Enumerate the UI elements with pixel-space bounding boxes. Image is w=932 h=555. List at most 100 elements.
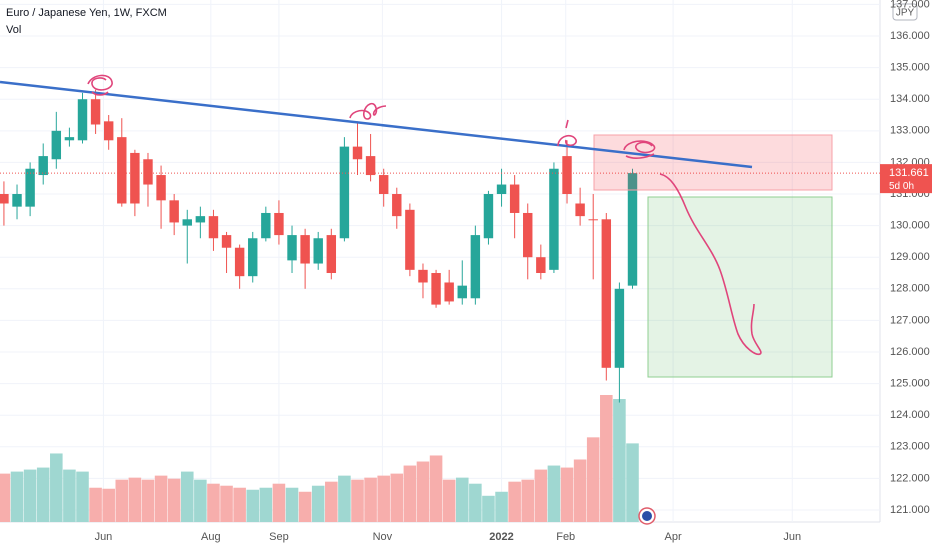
candle-body [470,235,481,299]
candle-body [248,238,258,277]
volume-bar [63,469,76,522]
candle-body [287,235,297,261]
x-tick-label: Jun [95,531,113,543]
volume-bar [560,467,574,522]
x-tick-label: Jun [783,531,801,543]
candle-body [221,235,232,248]
candle-body [562,156,572,195]
volume-bar [416,461,430,522]
y-tick-label: 121.000 [890,504,930,516]
y-tick-label: 126.000 [890,346,930,358]
y-tick-label: 136.000 [890,30,930,42]
x-tick-label: 2022 [489,531,513,543]
candle-body [90,99,101,125]
target-zone [647,196,833,378]
candle-body [326,235,337,274]
candle-body [575,203,585,217]
scribble [659,173,762,356]
scribble [87,74,113,96]
volume-bar [246,489,260,522]
volume-bar [586,437,600,522]
volume-bar [272,483,286,522]
volume-bar [102,488,115,522]
y-tick-label: 135.000 [890,62,930,74]
candle-body [103,121,114,141]
candle-body [523,212,533,258]
volume-bar [194,479,207,522]
candle-body [64,137,75,141]
x-tick-label: Aug [201,531,221,543]
candle-body [143,159,153,185]
volume-bar [10,471,24,522]
volume-bar [377,475,390,522]
candle-body [457,285,467,299]
candle-body [0,194,9,204]
candle-body [261,212,271,239]
x-tick-label: Nov [373,531,393,543]
volume-bar [534,469,548,522]
x-tick-label: Feb [556,531,575,543]
volume-bar [455,477,469,522]
volume-bar [547,465,561,522]
candle-body [12,194,22,207]
candle-body [627,173,638,286]
candle-body [117,137,127,204]
volume-bar [141,479,155,522]
x-tick-label: Apr [665,531,682,543]
volume-bar [23,469,37,522]
candle-body [339,146,350,239]
candle-body [25,168,35,207]
volume-bar [626,443,639,522]
candle-body [588,219,598,221]
scribble [623,140,656,159]
candle-body [614,288,625,368]
volume-bar [573,459,587,522]
candle-body [182,219,192,226]
candle-body [536,257,546,274]
volume-bar [390,473,404,522]
volume-bar [167,478,181,522]
volume-bar [207,483,220,522]
candle-body [444,282,454,302]
candle-body [156,175,166,201]
candle-body [274,212,284,236]
volume-bar [233,487,246,522]
y-tick-label: 128.000 [890,283,930,295]
candle-body [405,209,415,270]
volume-bar [600,395,613,522]
volume-bar [482,495,495,522]
volume-bar [220,485,233,522]
volume-bar [298,491,312,522]
candle-body [431,273,441,305]
candle-body [169,200,179,223]
y-tick-label: 122.000 [890,472,930,484]
volume-bar [0,473,11,522]
candle-body [234,247,245,277]
x-tick-label: Sep [269,531,289,543]
countdown-label: 5d 0h [889,181,914,192]
volume-bar [364,477,377,522]
candle-body [549,168,559,270]
price-label-box [880,164,932,194]
candle-body [483,194,494,239]
event-icon-dot[interactable] [642,511,652,521]
candle-body [378,175,389,195]
volume-bar [180,471,194,522]
y-tick-label: 125.000 [890,378,930,390]
volume-bar [89,487,102,522]
currency-label[interactable]: JPY [896,8,915,19]
y-tick-label: 123.000 [890,441,930,453]
y-tick-label: 134.000 [890,93,930,105]
volume-label: Vol [6,24,21,36]
volume-bar [50,453,63,522]
volume-bar [495,491,508,522]
candle-body [51,130,62,160]
volume-bar [154,475,168,522]
volume-bar [311,485,325,522]
candle-body [601,219,612,368]
y-tick-label: 129.000 [890,251,930,263]
volume-bar [76,471,89,522]
currency-badge[interactable] [892,3,918,21]
